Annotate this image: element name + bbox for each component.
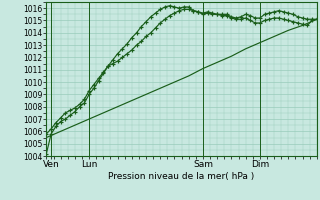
X-axis label: Pression niveau de la mer( hPa ): Pression niveau de la mer( hPa ) [108,172,255,181]
